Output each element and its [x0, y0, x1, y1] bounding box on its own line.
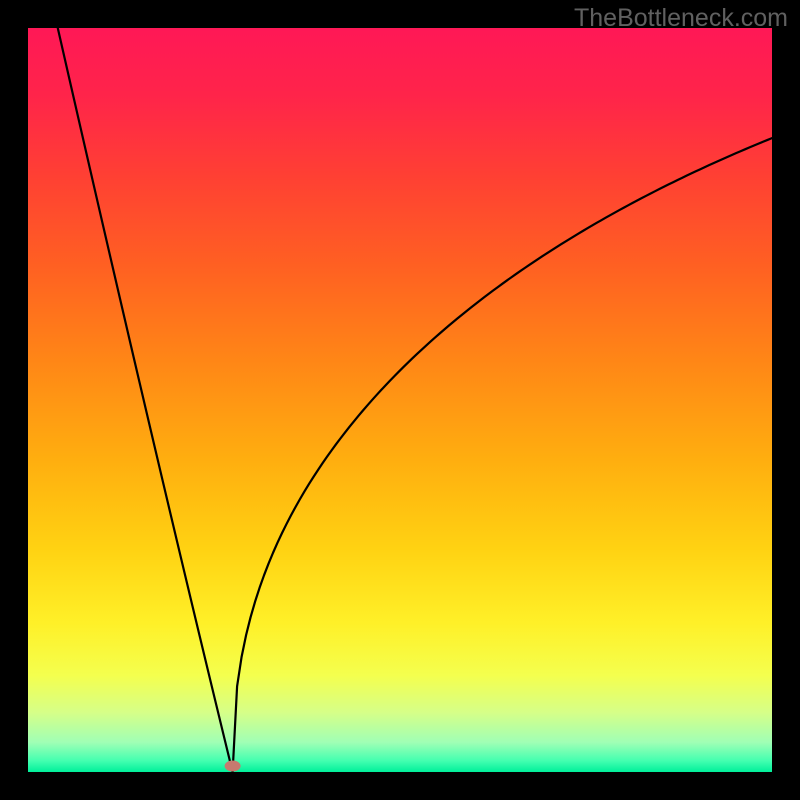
bottleneck-optimum-marker [225, 761, 241, 772]
gradient-background [28, 28, 772, 772]
bottleneck-curve-chart [0, 0, 800, 800]
chart-frame: TheBottleneck.com [0, 0, 800, 800]
